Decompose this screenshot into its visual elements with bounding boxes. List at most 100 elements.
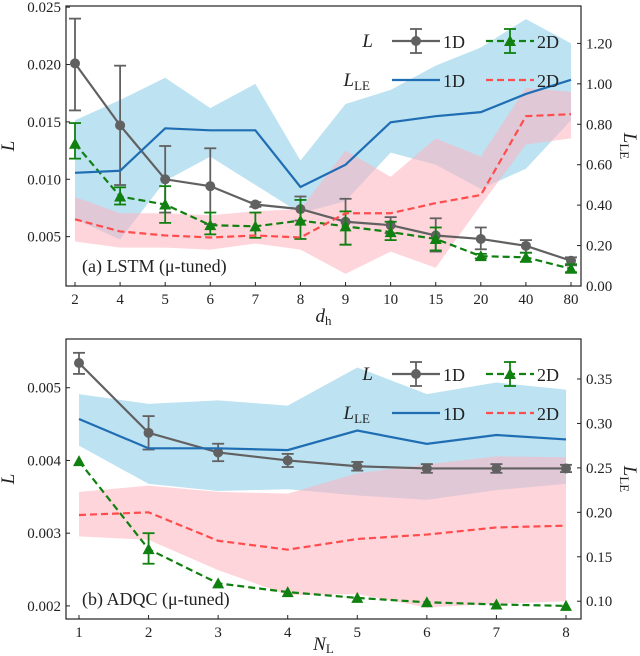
y2-tick-label: 0.80 <box>586 117 612 133</box>
marker-circle <box>352 461 363 472</box>
legend-label: 1D <box>443 71 465 91</box>
x-tick-label: 8 <box>297 292 305 308</box>
y-tick-label: 0.020 <box>27 58 61 74</box>
legend-item-L_LE-2D: 2D <box>486 404 559 424</box>
x-tick-label: 2 <box>71 292 79 308</box>
y2-axis-label: LLE <box>617 132 640 160</box>
marker-circle <box>74 358 84 368</box>
y-tick-label: 0.010 <box>27 172 61 188</box>
x-tick-label: 80 <box>564 292 579 308</box>
marker-triangle <box>519 251 532 263</box>
marker-circle <box>561 463 571 474</box>
marker-circle <box>160 174 171 185</box>
x-tick-label: 10 <box>383 292 398 308</box>
legend-row-label: L <box>361 31 373 52</box>
marker-triangle <box>69 137 81 149</box>
y2-tick-label: 1.00 <box>586 77 612 93</box>
x-tick-label: 20 <box>473 292 488 308</box>
marker-circle <box>520 240 531 251</box>
x-tick-label: 1 <box>75 625 83 641</box>
y2-tick-label: 0.30 <box>586 416 612 432</box>
marker-triangle <box>212 577 225 589</box>
band-L_LE-2D <box>75 87 571 274</box>
marker-circle <box>115 120 126 131</box>
legend-label: 1D <box>443 32 465 52</box>
marker-triangle <box>560 599 572 611</box>
legend-item-L-1D: 1D <box>392 28 465 54</box>
marker-triangle <box>142 543 155 555</box>
line-L_LE-2D <box>74 113 572 239</box>
line-L-2D <box>78 460 567 608</box>
legend: L LLE 1D 2D 1D 2D <box>343 361 559 426</box>
marker-triangle <box>204 219 217 231</box>
legend-item-L_LE-2D: 2D <box>486 71 559 91</box>
marker-circle <box>213 447 224 458</box>
marker-triangle <box>565 262 577 274</box>
legend-item-L_LE-1D: 1D <box>392 404 465 424</box>
marker-circle <box>491 463 502 474</box>
marker-triangle <box>159 198 172 210</box>
y-tick-label: 0.005 <box>27 230 61 246</box>
legend-label: 2D <box>537 71 559 91</box>
legend-label: 1D <box>443 404 465 424</box>
marker-circle <box>566 255 576 266</box>
x-tick-label: 7 <box>493 625 501 641</box>
x-tick-label: 40 <box>518 292 533 308</box>
legend: L LLE 1D 2D 1D 2D <box>343 28 559 93</box>
plot-frame <box>65 5 582 287</box>
y2-axis-label: LLE <box>617 465 640 493</box>
legend-label: 2D <box>537 365 559 385</box>
x-axis-label: NL <box>312 634 334 656</box>
legend-row-label: L <box>361 364 373 385</box>
y-tick-label: 0.003 <box>27 526 61 542</box>
line-L_LE-2D <box>78 511 567 551</box>
y2-tick-label: 0.20 <box>586 239 612 255</box>
marker-circle <box>205 181 216 192</box>
line-L_LE-1D <box>78 417 567 452</box>
marker-triangle <box>339 220 352 232</box>
x-tick-label: 4 <box>284 625 292 641</box>
y-tick-label: 0.002 <box>27 599 61 615</box>
marker-triangle <box>490 598 503 610</box>
y-tick-label: 0.015 <box>27 115 61 131</box>
marker-triangle <box>420 596 433 608</box>
y2-tick-label: 0.60 <box>586 158 612 174</box>
x-tick-label: 6 <box>423 625 431 641</box>
panel-annotation: (b) ADQC (μ-tuned) <box>82 589 230 610</box>
y-tick-label: 0.025 <box>27 0 61 16</box>
marker-circle <box>421 463 432 474</box>
x-tick-label: 15 <box>428 292 443 308</box>
panel-annotation: (a) LSTM (μ-tuned) <box>82 256 227 277</box>
x-tick-label: 2 <box>145 625 153 641</box>
marker-circle <box>143 427 154 438</box>
y2-tick-label: 0.15 <box>586 550 612 566</box>
legend-item-L_LE-1D: 1D <box>392 71 465 91</box>
y2-tick-label: 0.25 <box>586 461 612 477</box>
marker-triangle <box>114 190 127 202</box>
marker-triangle <box>429 232 442 244</box>
marker-triangle <box>351 591 364 603</box>
legend-item-L-2D: 2D <box>486 361 559 387</box>
legend-label: 1D <box>443 365 465 385</box>
marker-triangle <box>73 455 85 467</box>
x-tick-label: 3 <box>214 625 222 641</box>
line-L-1D <box>74 62 572 262</box>
marker-circle <box>475 233 486 244</box>
legend-row-label: LLE <box>343 70 371 93</box>
y-tick-label: 0.004 <box>27 453 61 469</box>
y2-tick-label: 0.20 <box>586 505 612 521</box>
y2-tick-label: 0.40 <box>586 198 612 214</box>
line-L-2D <box>74 142 572 270</box>
y2-tick-label: 0.10 <box>586 594 612 610</box>
marker-circle <box>70 58 80 69</box>
legend-item-L-2D: 2D <box>486 28 559 54</box>
marker-triangle <box>474 250 487 262</box>
x-tick-label: 4 <box>116 292 124 308</box>
x-tick-label: 9 <box>342 292 350 308</box>
panel-b: 0.002 0.003 0.004 0.005 0.10 0.15 0.20 0.25 0.30… <box>0 338 640 656</box>
plot-frame <box>65 338 582 620</box>
legend-item-L-1D: 1D <box>392 361 465 387</box>
band-L_LE-2D <box>79 456 566 608</box>
line-L_LE-1D <box>74 78 572 189</box>
